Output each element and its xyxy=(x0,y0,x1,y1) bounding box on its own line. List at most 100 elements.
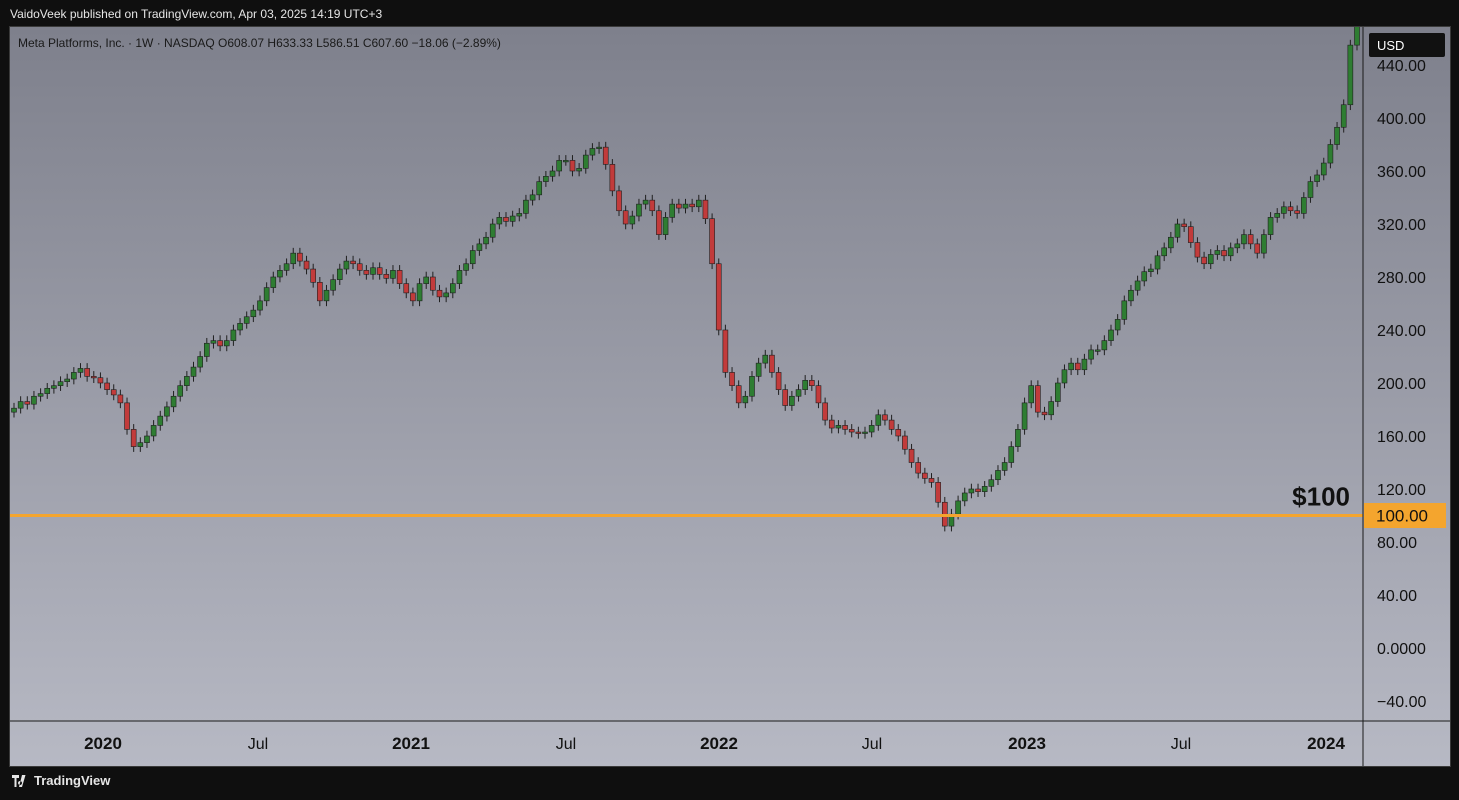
candle-up[interactable] xyxy=(1267,217,1274,235)
candle-up[interactable] xyxy=(423,276,430,284)
candle-down[interactable] xyxy=(503,217,509,222)
candle-up[interactable] xyxy=(1001,462,1008,471)
candle-down[interactable] xyxy=(702,199,709,219)
candle-up[interactable] xyxy=(57,381,64,386)
candle-down[interactable] xyxy=(882,414,888,421)
candle-down[interactable] xyxy=(356,263,363,271)
candle-down[interactable] xyxy=(622,210,629,225)
candle-up[interactable] xyxy=(336,268,343,280)
candle-up[interactable] xyxy=(1081,358,1088,371)
candle-down[interactable] xyxy=(403,283,410,294)
candle-up[interactable] xyxy=(543,176,549,182)
candle-up[interactable] xyxy=(1008,446,1015,463)
candle-down[interactable] xyxy=(376,267,383,275)
candle-up[interactable] xyxy=(1015,429,1021,447)
candle-down[interactable] xyxy=(908,448,915,463)
candle-up[interactable] xyxy=(164,406,170,417)
candle-up[interactable] xyxy=(1314,174,1320,182)
candle-up[interactable] xyxy=(37,393,44,397)
candle-up[interactable] xyxy=(157,415,164,426)
candle-down[interactable] xyxy=(935,482,941,503)
candle-up[interactable] xyxy=(1134,280,1141,291)
candle-up[interactable] xyxy=(1241,234,1247,245)
candle-up[interactable] xyxy=(1347,44,1354,106)
candle-up[interactable] xyxy=(1055,382,1061,402)
candle-down[interactable] xyxy=(1074,362,1081,371)
candle-up[interactable] xyxy=(1214,250,1221,255)
candle-down[interactable] xyxy=(735,385,742,404)
candle-up[interactable] xyxy=(762,354,769,364)
candle-up[interactable] xyxy=(868,425,875,433)
candle-up[interactable] xyxy=(662,217,669,235)
candle-up[interactable] xyxy=(636,203,642,217)
candle-up[interactable] xyxy=(549,170,556,177)
candle-down[interactable] xyxy=(928,478,935,483)
candle-down[interactable] xyxy=(1201,256,1207,265)
candle-up[interactable] xyxy=(1307,181,1314,198)
candle-down[interactable] xyxy=(722,329,729,373)
candle-up[interactable] xyxy=(190,366,197,377)
candle-down[interactable] xyxy=(609,164,616,192)
candle-up[interactable] xyxy=(582,154,589,169)
candle-up[interactable] xyxy=(44,387,51,394)
candle-up[interactable] xyxy=(1340,104,1347,128)
candle-down[interactable] xyxy=(922,472,928,479)
candlestick-chart[interactable]: $100 440.00 400.00 360.00 320.00 280.00 240.0… xyxy=(10,27,1450,766)
candle-down[interactable] xyxy=(915,462,921,474)
candle-up[interactable] xyxy=(1161,247,1167,257)
candle-up[interactable] xyxy=(576,168,582,172)
candle-up[interactable] xyxy=(1207,254,1214,265)
candle-down[interactable] xyxy=(217,340,223,347)
tradingview-footer[interactable]: TradingView xyxy=(12,773,110,788)
candle-up[interactable] xyxy=(642,199,649,205)
candle-up[interactable] xyxy=(243,316,250,324)
candle-down[interactable] xyxy=(1287,206,1294,212)
candle-down[interactable] xyxy=(350,260,356,265)
candle-up[interactable] xyxy=(509,215,516,222)
candle-up[interactable] xyxy=(961,492,968,502)
candle-down[interactable] xyxy=(90,376,97,379)
candle-up[interactable] xyxy=(556,160,562,172)
candle-up[interactable] xyxy=(456,270,463,284)
candle-down[interactable] xyxy=(1294,210,1300,214)
candle-up[interactable] xyxy=(416,283,423,302)
candle-down[interactable] xyxy=(383,274,390,279)
candle-up[interactable] xyxy=(370,267,376,275)
candle-up[interactable] xyxy=(64,378,70,382)
candle-down[interactable] xyxy=(656,210,662,235)
candle-down[interactable] xyxy=(303,260,310,270)
candle-up[interactable] xyxy=(1234,243,1241,249)
candle-up[interactable] xyxy=(144,435,150,443)
candle-up[interactable] xyxy=(71,372,77,380)
candle-up[interactable] xyxy=(450,283,456,294)
candle-down[interactable] xyxy=(1181,223,1187,227)
candle-up[interactable] xyxy=(476,243,483,251)
candle-up[interactable] xyxy=(1281,206,1287,214)
candle-up[interactable] xyxy=(968,488,975,494)
candle-up[interactable] xyxy=(755,362,762,377)
candle-up[interactable] xyxy=(1148,268,1154,273)
candle-up[interactable] xyxy=(1274,213,1281,218)
candle-up[interactable] xyxy=(330,279,336,291)
candle-up[interactable] xyxy=(137,442,144,447)
candle-down[interactable] xyxy=(1194,242,1201,258)
candle-down[interactable] xyxy=(84,368,90,377)
candle-up[interactable] xyxy=(496,217,503,225)
candle-up[interactable] xyxy=(835,425,842,429)
candle-up[interactable] xyxy=(270,276,277,288)
chart-frame[interactable]: $100 440.00 400.00 360.00 320.00 280.00 240.0… xyxy=(9,26,1451,767)
candle-up[interactable] xyxy=(283,263,290,271)
candle-up[interactable] xyxy=(197,356,203,368)
candle-down[interactable] xyxy=(828,419,835,429)
candle-down[interactable] xyxy=(775,372,782,390)
candle-up[interactable] xyxy=(563,160,569,163)
candle-up[interactable] xyxy=(795,389,802,397)
candle-up[interactable] xyxy=(516,213,523,217)
candle-up[interactable] xyxy=(1028,385,1035,404)
candle-up[interactable] xyxy=(1261,234,1267,254)
candle-up[interactable] xyxy=(789,395,795,406)
candle-up[interactable] xyxy=(443,292,449,298)
candle-up[interactable] xyxy=(695,199,702,208)
candle-down[interactable] xyxy=(310,268,316,283)
candle-up[interactable] xyxy=(277,270,283,278)
